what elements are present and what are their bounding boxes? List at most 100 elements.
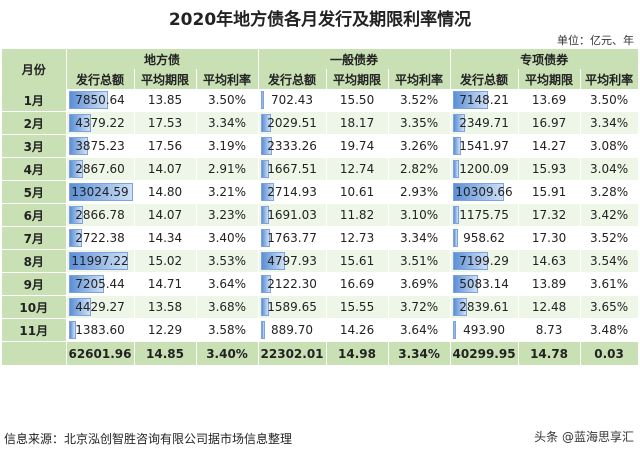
table-row: 11月 1383.60 12.29 3.58% 889.70 14.26 3.64% 493.…: [2, 318, 639, 342]
general-term-cell: 12.74: [326, 157, 389, 181]
local-amount-cell: 4379.22: [66, 111, 135, 135]
general-rate-cell: 3.72%: [388, 295, 451, 319]
header-amount: 发行总额: [258, 69, 327, 89]
special-rate-cell: 3.54%: [580, 249, 639, 273]
general-amount-cell: 2122.30: [258, 272, 327, 296]
table-title: 2020年地方债各月发行及期限利率情况: [168, 10, 472, 30]
local-amount-bar: [68, 137, 88, 155]
row-month: 7月: [2, 226, 67, 250]
local-amount-cell: 7205.44: [66, 272, 135, 296]
special-amount-cell: 1541.97: [450, 134, 519, 158]
general-amount-cell: 1763.77: [258, 226, 327, 250]
table-row: 3月 3875.23 17.56 3.19% 2333.26 19.74 3.26% 1541…: [2, 134, 639, 158]
local-term-cell: 14.71: [134, 272, 197, 296]
local-amount-cell: 13024.59: [66, 180, 135, 204]
unit-label: 单位：亿元、年: [557, 34, 634, 47]
general-amount-value: 2714.93: [267, 185, 317, 199]
special-rate-cell: 3.50%: [580, 89, 639, 112]
local-amount-bar: [68, 298, 91, 316]
local-amount-bar: [68, 206, 83, 224]
local-amount-bar: [68, 252, 128, 270]
row-month: 8月: [2, 249, 67, 273]
local-term-cell: 17.56: [134, 134, 197, 158]
local-amount-cell: 7850.64: [66, 89, 135, 112]
special-amount-value: 2349.71: [459, 116, 509, 130]
special-amount-value: 7148.21: [459, 93, 509, 107]
local-amount-value: 1383.60: [75, 323, 125, 337]
row-month: 11月: [2, 318, 67, 342]
special-amount-value: 1541.97: [459, 139, 509, 153]
total-general-amount: 22302.01: [258, 341, 327, 365]
special-amount-cell: 2839.61: [450, 295, 519, 319]
special-amount-bar: [452, 298, 467, 316]
special-amount-bar: [452, 321, 456, 339]
special-amount-value: 1175.75: [459, 208, 509, 222]
table-row: 4月 2867.60 14.07 2.91% 1667.51 12.74 2.82% 1200…: [2, 157, 639, 181]
general-amount-cell: 1589.65: [258, 295, 327, 319]
special-term-cell: 13.89: [518, 272, 581, 296]
special-term-cell: 13.69: [518, 89, 581, 112]
general-amount-cell: 889.70: [258, 318, 327, 342]
general-amount-value: 1667.51: [267, 162, 317, 176]
table-row: 9月 7205.44 14.71 3.64% 2122.30 16.69 3.69% 5083…: [2, 272, 639, 296]
row-month: 5月: [2, 180, 67, 204]
total-row: 62601.96 14.85 3.40% 22302.01 14.98 3.34% 4029…: [2, 341, 639, 365]
local-term-cell: 17.53: [134, 111, 197, 135]
local-amount-value: 2867.60: [75, 162, 125, 176]
local-amount-cell: 4429.27: [66, 295, 135, 319]
table-row: 7月 2722.38 14.34 3.40% 1763.77 12.73 3.34% 958.…: [2, 226, 639, 250]
general-amount-value: 1589.65: [267, 300, 317, 314]
source-note: 信息来源：北京泓创智胜咨询有限公司据市场信息整理: [4, 432, 293, 446]
table-row: 6月 2866.78 14.07 3.23% 1691.03 11.82 3.10% 1175…: [2, 203, 639, 227]
local-amount-value: 7205.44: [75, 277, 125, 291]
local-amount-cell: 3875.23: [66, 134, 135, 158]
header-rate: 平均利率: [580, 69, 639, 89]
general-amount-value: 1691.03: [267, 208, 317, 222]
table-row: 1月 7850.64 13.85 3.50% 702.43 15.50 3.52% 7148.…: [2, 89, 639, 112]
special-term-cell: 17.32: [518, 203, 581, 227]
general-term-cell: 15.55: [326, 295, 389, 319]
general-amount-bar: [260, 298, 269, 316]
row-month: 3月: [2, 134, 67, 158]
special-term-cell: 12.48: [518, 295, 581, 319]
general-amount-value: 2029.51: [267, 116, 317, 130]
total-label-cell: [2, 341, 67, 365]
local-term-cell: 14.34: [134, 226, 197, 250]
general-amount-bar: [260, 275, 271, 293]
general-amount-bar: [260, 206, 269, 224]
local-rate-cell: 3.68%: [196, 295, 259, 319]
special-amount-bar: [452, 206, 459, 224]
header-term: 平均期限: [326, 69, 389, 89]
special-amount-cell: 1175.75: [450, 203, 519, 227]
local-rate-cell: 3.53%: [196, 249, 259, 273]
row-month: 4月: [2, 157, 67, 181]
general-rate-cell: 3.69%: [388, 272, 451, 296]
total-local-amount: 62601.96: [66, 341, 135, 365]
local-amount-bar: [68, 160, 83, 178]
local-rate-cell: 3.50%: [196, 89, 259, 112]
general-amount-cell: 4797.93: [258, 249, 327, 273]
special-rate-cell: 3.48%: [580, 318, 639, 342]
header-amount: 发行总额: [66, 69, 135, 89]
special-rate-cell: 3.08%: [580, 134, 639, 158]
special-rate-cell: 3.04%: [580, 157, 639, 181]
table-row: 5月 13024.59 14.80 3.21% 2714.93 10.61 2.93% 103…: [2, 180, 639, 204]
general-amount-value: 2122.30: [267, 277, 317, 291]
general-amount-value: 4797.93: [267, 254, 317, 268]
special-rate-cell: 3.34%: [580, 111, 639, 135]
local-term-cell: 14.07: [134, 157, 197, 181]
general-term-cell: 12.73: [326, 226, 389, 250]
local-amount-value: 2722.38: [75, 231, 125, 245]
special-term-cell: 16.97: [518, 111, 581, 135]
special-amount-cell: 7199.29: [450, 249, 519, 273]
special-amount-bar: [452, 275, 478, 293]
local-amount-bar: [68, 91, 108, 109]
special-amount-bar: [452, 160, 459, 178]
local-term-cell: 14.80: [134, 180, 197, 204]
local-amount-bar: [68, 229, 82, 247]
general-term-cell: 15.50: [326, 89, 389, 112]
general-term-cell: 11.82: [326, 203, 389, 227]
general-term-cell: 10.61: [326, 180, 389, 204]
total-local-rate: 3.40%: [196, 341, 259, 365]
local-rate-cell: 3.64%: [196, 272, 259, 296]
